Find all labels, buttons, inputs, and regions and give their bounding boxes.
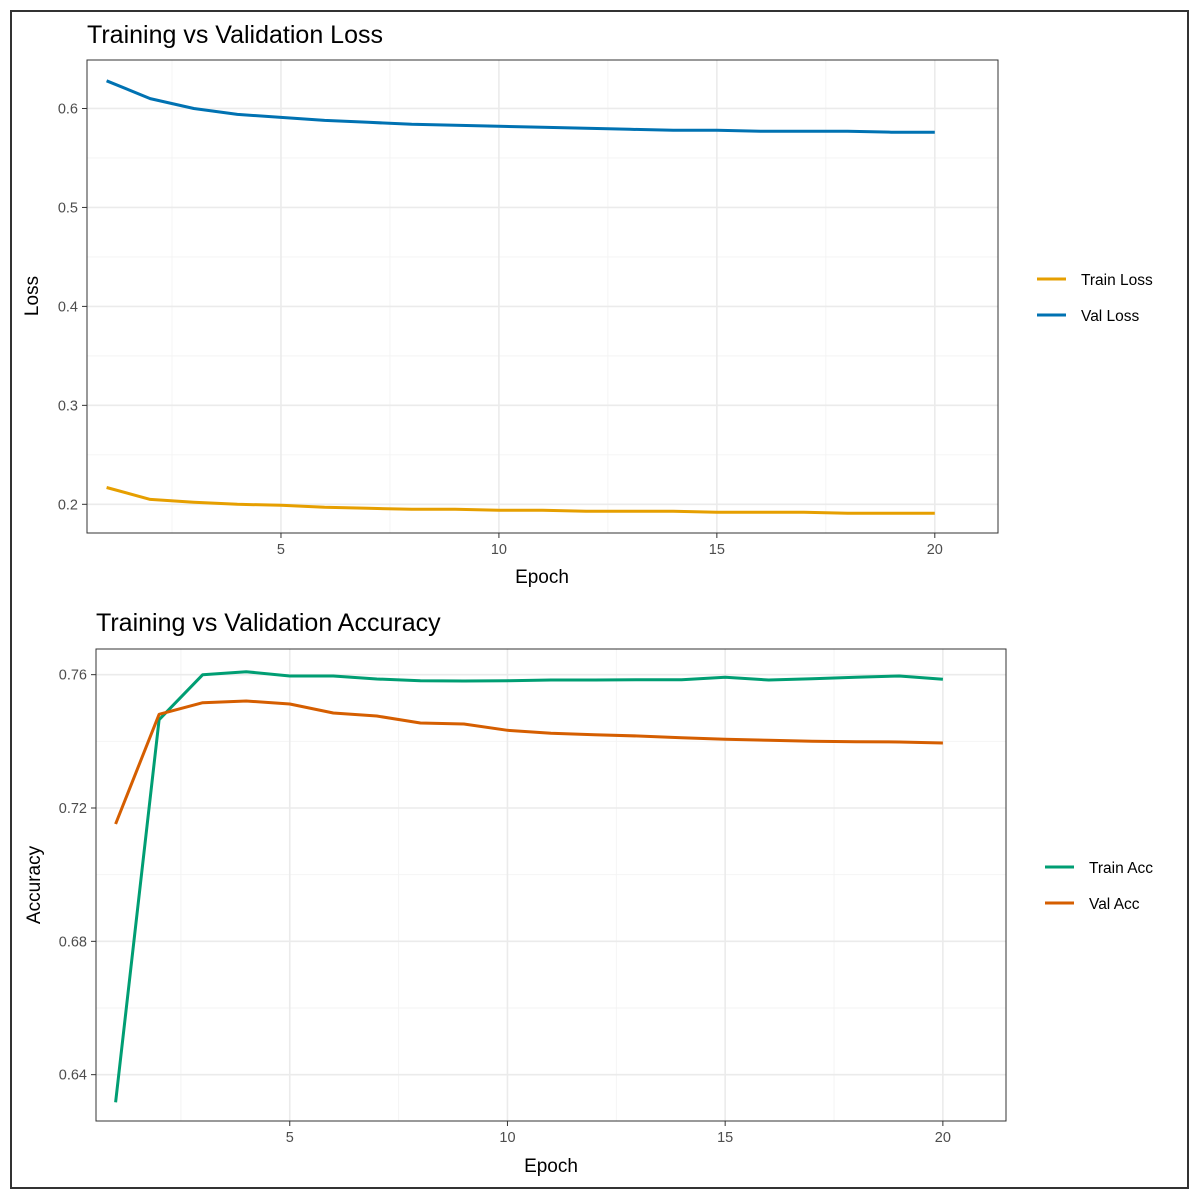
accuracy-series-line-val-acc (114, 699, 943, 825)
loss-gridlines (87, 60, 998, 533)
loss-y-tick-label: 0.2 (58, 497, 78, 513)
accuracy-x-axis-title: Epoch (524, 1156, 578, 1177)
accuracy-panel-border (95, 648, 1007, 1122)
loss-chart-title: Training vs Validation Loss (87, 21, 383, 49)
loss-x-axis-title: Epoch (515, 567, 569, 588)
loss-x-tick-label: 10 (491, 542, 507, 558)
accuracy-x-tick-label: 5 (286, 1130, 294, 1146)
loss-legend: Train Loss Val Loss (1037, 272, 1153, 325)
accuracy-series-lines (114, 670, 944, 1103)
loss-y-tick-label: 0.3 (58, 398, 78, 414)
loss-series-line-val-loss (106, 79, 935, 134)
legend-label-train-loss: Train Loss (1081, 272, 1153, 289)
accuracy-x-tick-label: 10 (499, 1130, 515, 1146)
loss-series-line-train-loss (106, 486, 935, 515)
loss-series-lines (106, 79, 935, 515)
accuracy-x-tick-label: 15 (717, 1130, 733, 1146)
legend-label-train-acc: Train Acc (1089, 860, 1153, 877)
loss-y-tick-label: 0.4 (58, 299, 78, 315)
loss-x-tick-label: 15 (709, 542, 725, 558)
loss-panel-border (86, 59, 999, 534)
loss-chart: Training vs Validation Loss 5 10 15 20 0.2 0.… (22, 21, 1153, 588)
accuracy-chart-title: Training vs Validation Accuracy (96, 609, 441, 637)
loss-y-tick-label: 0.5 (58, 200, 78, 216)
loss-x-tick-label: 5 (277, 542, 285, 558)
accuracy-y-tick-label: 0.64 (59, 1068, 87, 1084)
loss-y-axis-title: Loss (22, 276, 43, 316)
accuracy-gridlines (96, 649, 1006, 1121)
loss-x-tick-label: 20 (927, 542, 943, 558)
figure-frame (10, 10, 1189, 1189)
accuracy-y-tick-label: 0.68 (59, 934, 87, 950)
accuracy-y-axis-title: Accuracy (24, 845, 45, 924)
accuracy-chart: Training vs Validation Accuracy 5 10 15 20 0… (24, 609, 1153, 1177)
legend-label-val-acc: Val Acc (1089, 896, 1140, 913)
accuracy-y-tick-label: 0.76 (59, 668, 87, 684)
accuracy-series-line-train-acc (114, 670, 944, 1103)
accuracy-y-tick-label: 0.72 (59, 801, 87, 817)
loss-y-tick-label: 0.6 (58, 101, 78, 117)
accuracy-legend: Train Acc Val Acc (1045, 860, 1153, 913)
accuracy-x-tick-label: 20 (935, 1130, 951, 1146)
loss-axis-ticks: 5 10 15 20 0.2 0.3 0.4 0.5 0.6 (58, 101, 943, 558)
accuracy-axis-ticks: 5 10 15 20 0.64 0.68 0.72 0.76 (59, 668, 951, 1146)
legend-label-val-loss: Val Loss (1081, 308, 1140, 325)
